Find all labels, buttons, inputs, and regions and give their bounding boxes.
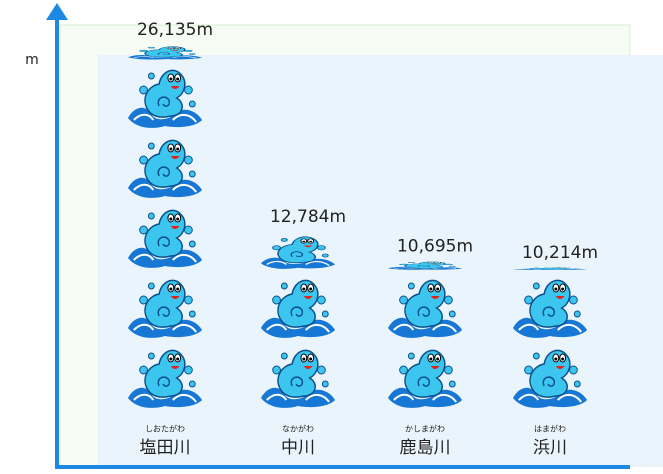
category-reading: はまがわ [534, 424, 566, 434]
value-label: 10,214m [522, 243, 598, 263]
y-axis-arrow [46, 3, 68, 20]
value-label: 12,784m [270, 207, 346, 227]
category-label: 中川 [281, 438, 315, 458]
category-reading: しおたがわ [145, 424, 185, 434]
value-label: 26,135m [137, 20, 213, 40]
category-label: 塩田川 [140, 438, 191, 458]
y-axis-label: m [25, 52, 39, 68]
category-reading: かしまがわ [405, 424, 445, 434]
category-label: 鹿島川 [400, 438, 451, 458]
value-label: 10,695m [397, 236, 473, 256]
category-label: 浜川 [533, 438, 567, 458]
category-reading: なかがわ [282, 424, 314, 434]
